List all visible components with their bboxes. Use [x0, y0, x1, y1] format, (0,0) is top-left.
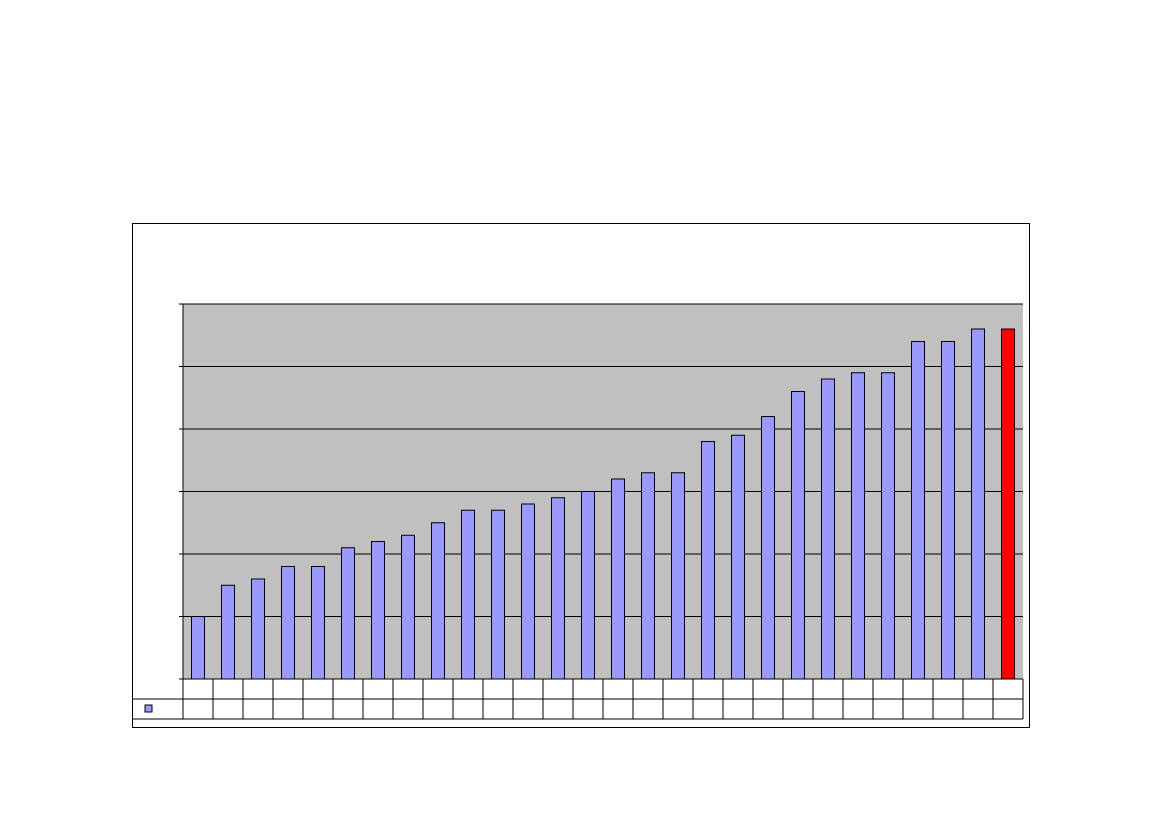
- bar: [371, 541, 385, 680]
- bar: [281, 566, 295, 680]
- bar: [641, 472, 655, 680]
- bar: [761, 416, 775, 680]
- bar: [611, 478, 625, 680]
- bar: [971, 328, 985, 680]
- bar: [551, 497, 565, 680]
- bar: [491, 509, 505, 680]
- bar-highlight: [1001, 328, 1015, 680]
- bar: [431, 522, 445, 680]
- bar: [311, 566, 325, 680]
- bar: [821, 378, 835, 680]
- bar: [221, 584, 235, 680]
- bar: [191, 616, 205, 680]
- bar: [581, 491, 595, 680]
- bar: [911, 341, 925, 680]
- bar: [341, 547, 355, 680]
- bar: [731, 434, 745, 680]
- bar: [251, 578, 265, 680]
- bar: [521, 503, 535, 680]
- bar-chart: [133, 303, 1024, 720]
- bar: [791, 391, 805, 680]
- bar: [941, 341, 955, 680]
- bar: [461, 509, 475, 680]
- bar: [851, 372, 865, 680]
- bar: [881, 372, 895, 680]
- legend-key-icon: [144, 704, 153, 713]
- bar: [701, 441, 715, 680]
- bar: [671, 472, 685, 680]
- bar: [401, 534, 415, 680]
- chart-frame: [132, 223, 1030, 728]
